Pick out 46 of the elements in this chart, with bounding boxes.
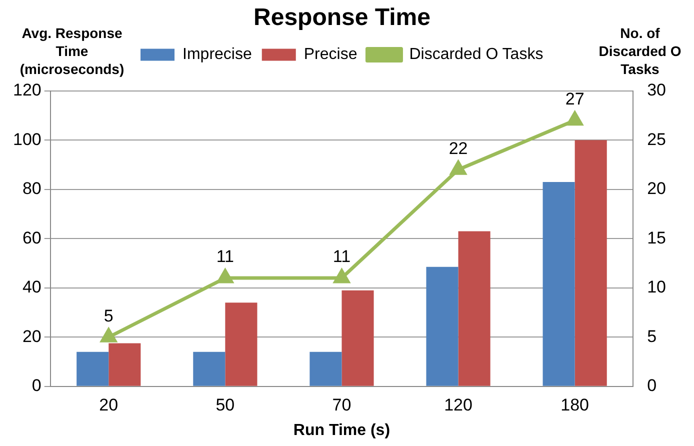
x-tick-label: 70	[332, 395, 352, 414]
bar	[193, 352, 226, 386]
y2-axis-title: No. of Discarded O Tasks	[598, 24, 682, 78]
bar	[342, 290, 374, 386]
y2-tick-label: 15	[647, 228, 666, 248]
y-tick-label: 120	[12, 80, 42, 100]
bar	[76, 352, 109, 386]
point	[217, 269, 233, 284]
bar	[574, 140, 607, 386]
data-label: 11	[332, 247, 351, 266]
data-label: 22	[448, 138, 468, 158]
bar	[108, 343, 141, 386]
y2-tick-label: 10	[647, 278, 666, 297]
y-tick-label: 80	[22, 179, 42, 198]
legend-label: Imprecise	[182, 46, 252, 64]
point	[450, 160, 466, 175]
data-label: 11	[216, 247, 234, 266]
point	[100, 328, 116, 342]
point	[567, 112, 583, 126]
x-axis-title: Run Time (s)	[293, 422, 390, 439]
bar	[225, 302, 258, 386]
legend-label: Precise	[304, 46, 358, 64]
y-tick-label: 20	[22, 326, 42, 346]
chart-title: Response Time	[254, 4, 430, 32]
bar	[310, 352, 342, 386]
legend-label: Discarded O Tasks	[409, 46, 544, 64]
y-tick-label: 60	[22, 228, 42, 248]
point	[334, 269, 350, 284]
x-tick-label: 20	[99, 395, 118, 414]
x-tick-label: 50	[216, 395, 235, 414]
bar	[426, 266, 458, 386]
y2-tick-label: 5	[647, 326, 657, 346]
y-tick-label: 100	[12, 130, 42, 149]
bar	[458, 231, 490, 386]
bar	[542, 182, 575, 386]
data-label: 27	[565, 90, 584, 109]
y-tick-label: 40	[22, 278, 42, 297]
y2-tick-label: 30	[647, 80, 666, 100]
y2-tick-label: 0	[647, 376, 657, 396]
y2-tick-label: 20	[647, 179, 666, 198]
data-label: 5	[104, 306, 114, 326]
x-tick-label: 180	[560, 395, 590, 414]
x-tick-label: 120	[444, 395, 472, 414]
y-tick-label: 0	[32, 376, 42, 396]
y2-tick-label: 25	[647, 130, 666, 149]
y-axis-title: Avg. Response Time (microseconds)	[18, 24, 126, 78]
